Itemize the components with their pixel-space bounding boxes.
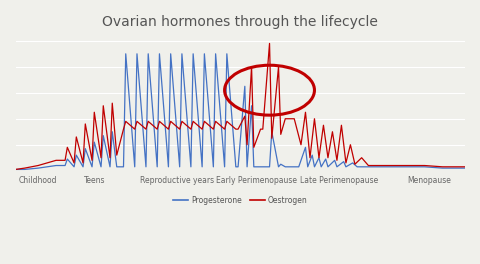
Title: Ovarian hormones through the lifecycle: Ovarian hormones through the lifecycle [102, 15, 378, 29]
Legend: Progesterone, Oestrogen: Progesterone, Oestrogen [170, 193, 311, 208]
